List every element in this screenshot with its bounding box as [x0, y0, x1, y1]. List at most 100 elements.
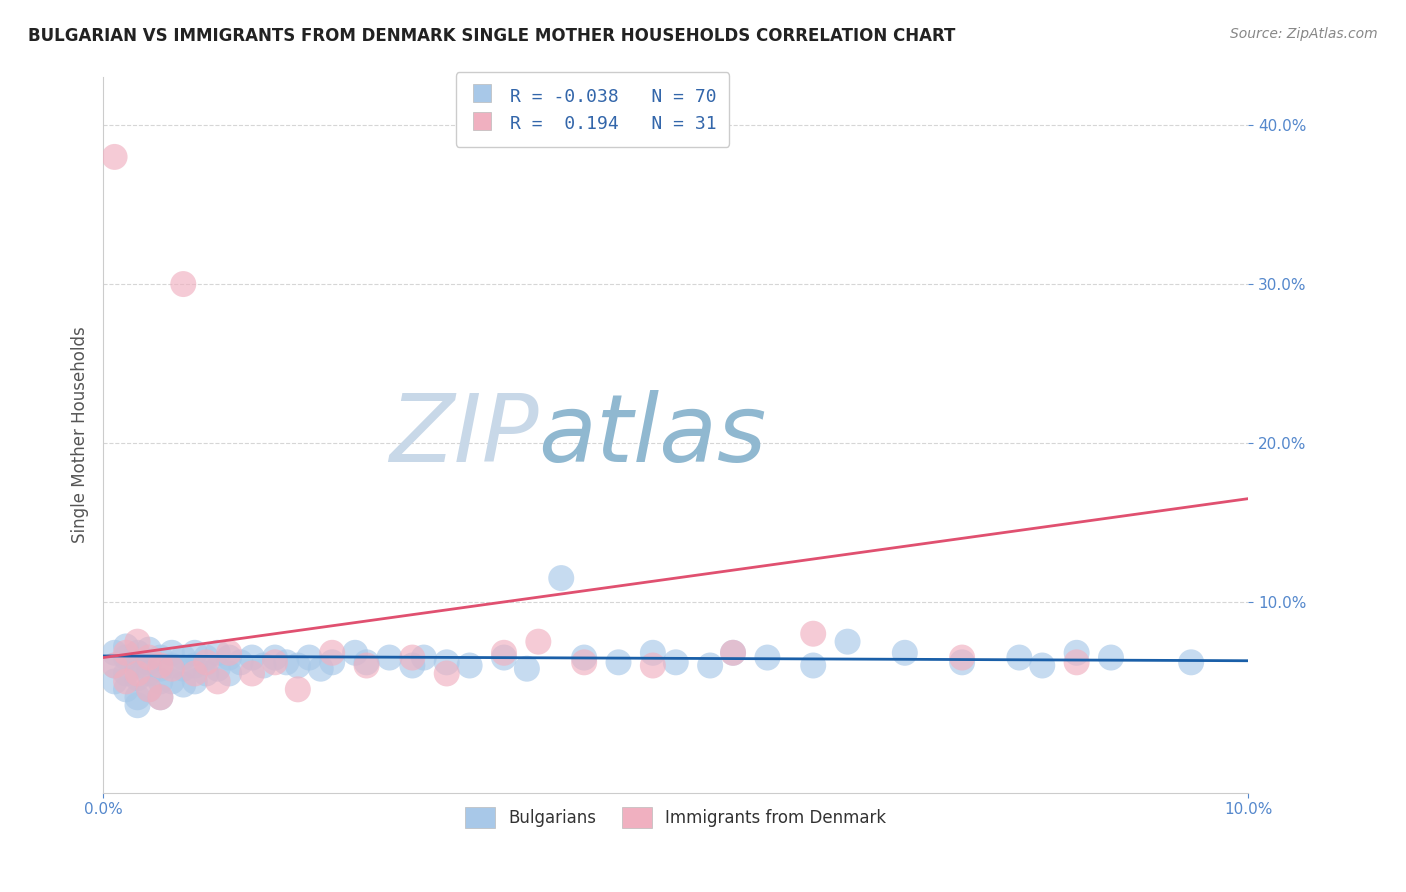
Point [356, 656, 378, 670]
Point [149, 650, 172, 665]
Point [436, 666, 458, 681]
Text: ZIP: ZIP [388, 390, 538, 481]
Point [699, 658, 721, 673]
Point [1008, 650, 1031, 665]
Point [172, 662, 194, 676]
Point [356, 658, 378, 673]
Point [516, 662, 538, 676]
Point [160, 658, 183, 673]
Point [184, 674, 207, 689]
Point [160, 646, 183, 660]
Point [229, 656, 252, 670]
Point [276, 656, 298, 670]
Point [138, 682, 160, 697]
Point [160, 662, 183, 676]
Point [218, 646, 240, 660]
Point [264, 650, 287, 665]
Point [401, 650, 423, 665]
Point [950, 656, 973, 670]
Point [641, 646, 664, 660]
Point [207, 646, 229, 660]
Point [218, 650, 240, 665]
Point [103, 658, 125, 673]
Point [195, 650, 218, 665]
Point [950, 650, 973, 665]
Point [138, 666, 160, 681]
Point [184, 666, 207, 681]
Point [115, 650, 138, 665]
Point [344, 646, 367, 660]
Point [1099, 650, 1122, 665]
Point [492, 650, 515, 665]
Text: atlas: atlas [538, 390, 766, 481]
Point [264, 656, 287, 670]
Point [127, 671, 149, 685]
Point [458, 658, 481, 673]
Point [321, 656, 343, 670]
Point [492, 646, 515, 660]
Point [207, 674, 229, 689]
Point [127, 698, 149, 713]
Point [309, 662, 332, 676]
Point [127, 634, 149, 648]
Legend: Bulgarians, Immigrants from Denmark: Bulgarians, Immigrants from Denmark [458, 801, 893, 834]
Point [149, 662, 172, 676]
Point [894, 646, 917, 660]
Point [401, 658, 423, 673]
Point [240, 666, 263, 681]
Point [721, 646, 744, 660]
Point [207, 662, 229, 676]
Point [184, 658, 207, 673]
Y-axis label: Single Mother Households: Single Mother Households [72, 326, 89, 543]
Point [607, 656, 630, 670]
Point [138, 682, 160, 697]
Point [641, 658, 664, 673]
Point [172, 650, 194, 665]
Point [172, 277, 194, 291]
Point [103, 150, 125, 164]
Point [184, 646, 207, 660]
Point [298, 650, 321, 665]
Point [127, 666, 149, 681]
Point [195, 656, 218, 670]
Point [115, 640, 138, 654]
Point [149, 690, 172, 705]
Point [1066, 656, 1088, 670]
Point [1031, 658, 1053, 673]
Point [160, 674, 183, 689]
Point [527, 634, 550, 648]
Point [412, 650, 434, 665]
Point [1180, 656, 1202, 670]
Point [572, 656, 595, 670]
Point [801, 658, 824, 673]
Point [550, 571, 572, 585]
Point [138, 656, 160, 670]
Point [436, 656, 458, 670]
Point [115, 666, 138, 681]
Point [240, 650, 263, 665]
Point [572, 650, 595, 665]
Text: Source: ZipAtlas.com: Source: ZipAtlas.com [1230, 27, 1378, 41]
Point [103, 658, 125, 673]
Point [252, 658, 274, 673]
Point [721, 646, 744, 660]
Point [115, 646, 138, 660]
Point [149, 658, 172, 673]
Point [138, 642, 160, 657]
Point [115, 682, 138, 697]
Text: BULGARIAN VS IMMIGRANTS FROM DENMARK SINGLE MOTHER HOUSEHOLDS CORRELATION CHART: BULGARIAN VS IMMIGRANTS FROM DENMARK SIN… [28, 27, 956, 45]
Point [801, 626, 824, 640]
Point [103, 646, 125, 660]
Point [149, 690, 172, 705]
Point [378, 650, 401, 665]
Point [127, 690, 149, 705]
Point [665, 656, 688, 670]
Point [127, 658, 149, 673]
Point [115, 674, 138, 689]
Point [195, 666, 218, 681]
Point [172, 677, 194, 691]
Point [287, 682, 309, 697]
Point [149, 674, 172, 689]
Point [287, 658, 309, 673]
Point [138, 650, 160, 665]
